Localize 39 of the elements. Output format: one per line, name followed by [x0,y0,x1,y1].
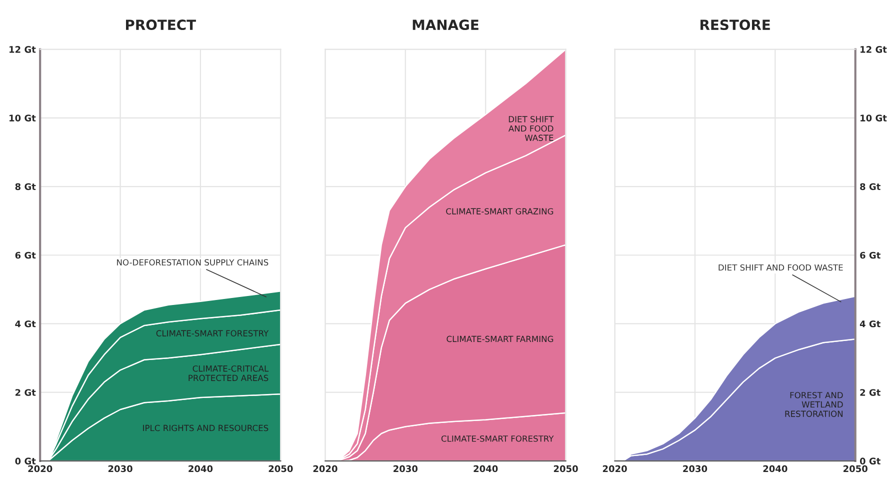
y2-tick-label: 8 Gt [860,183,880,190]
x-tick-label: 2020 [602,465,627,472]
series-label: IPLC RIGHTS AND RESOURCES [143,424,268,432]
y2-tick-label: 4 Gt [860,320,880,328]
x-tick-label: 2040 [474,465,498,472]
y-tick-label: 4 Gt [15,320,36,328]
x-tick-label: 2030 [683,465,708,472]
series-label: CLIMATE-SMART GRAZING [446,208,554,214]
x-tick-label: 2020 [313,465,338,472]
y-tick-label: 8 Gt [15,183,36,190]
y2-tick-label: 0 Gt [860,458,880,465]
y-tick-label: 0 Gt [15,458,36,465]
text: DIET SHIFT AND FOOD WASTE [718,264,843,271]
y2-tick-label: 12 Gt [860,46,887,53]
chart-title: MANAGE [412,20,478,30]
x-tick-label: 2040 [763,465,788,472]
y2-tick-label: 2 Gt [860,389,880,396]
y2-tick-label: 6 Gt [860,252,880,259]
series-label: CLIMATE-SMART FARMING [446,336,554,342]
x-tick-label: 2020 [28,465,52,472]
series-label: FOREST AND WETLAND RESTORATION [785,392,843,417]
y-tick-label: 12 Gt [10,46,36,53]
x-tick-label: 2040 [188,465,213,472]
x-tick-label: 2050 [554,465,578,472]
series-label: CLIMATE-CRITICAL PROTECTED AREAS [188,365,269,382]
text: NO-DEFORESTATION SUPPLY CHAINS [117,259,268,266]
x-tick-label: 2050 [844,465,868,472]
y-tick-label: 6 Gt [15,252,36,259]
x-tick-label: 2030 [108,465,132,472]
x-tick-label: 2050 [268,465,293,472]
y-tick-label: 2 Gt [15,389,36,396]
y2-tick-label: 10 Gt [860,114,887,122]
series-label: CLIMATE-SMART FORESTRY [156,330,269,336]
series-label: CLIMATE-SMART FORESTRY [441,435,554,442]
chart-title: RESTORE [700,20,770,30]
x-tick-label: 2030 [394,465,418,472]
series-label: DIET SHIFT AND FOOD WASTE [508,116,554,141]
y-tick-label: 10 Gt [10,114,36,122]
chart-title: PROTECT [126,20,196,30]
